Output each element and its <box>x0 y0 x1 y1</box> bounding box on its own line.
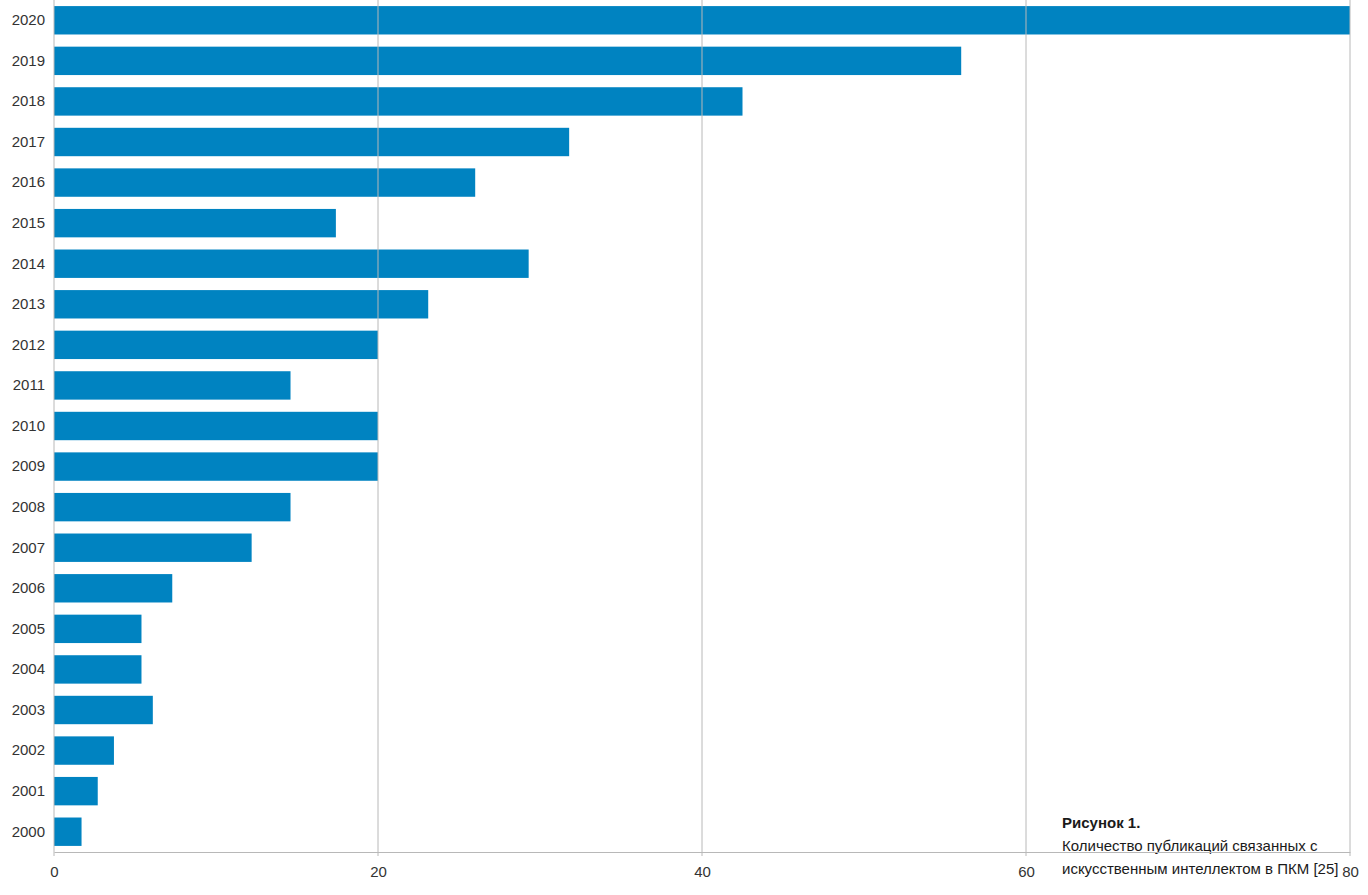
tick: 80 <box>1342 863 1359 880</box>
tick: 2002 <box>12 741 45 758</box>
bar <box>54 615 141 643</box>
bar <box>54 209 336 237</box>
bar <box>54 493 291 521</box>
tick: 2004 <box>12 660 45 677</box>
caption: Рисунок 1. Количество публикаций связанны… <box>1062 814 1338 877</box>
tick: 2010 <box>12 417 45 434</box>
tick: 2007 <box>12 539 45 556</box>
title: Рисунок 1. <box>1062 814 1140 831</box>
tick-label: 0 <box>50 863 58 880</box>
tick-label: 2016 <box>12 173 45 190</box>
tick: 2000 <box>12 823 45 840</box>
grid-line <box>378 0 379 856</box>
tick: 2013 <box>12 295 45 312</box>
tick-label: 80 <box>1342 863 1359 880</box>
tick-label: 2010 <box>12 417 45 434</box>
bar <box>54 290 428 318</box>
grid <box>54 0 1350 856</box>
grid-line <box>702 0 703 856</box>
tick-label: 2018 <box>12 92 45 109</box>
tick-label: 2014 <box>12 255 45 272</box>
bar <box>54 87 743 115</box>
bar <box>54 574 172 602</box>
tick-label: 2009 <box>12 457 45 474</box>
tick-label: 2008 <box>12 498 45 515</box>
tick: 2015 <box>12 214 45 231</box>
y-axis: 2020 2019 2018 2017 2016 2015 2014 2013 2012 2011… <box>12 11 45 839</box>
tick-label: 2012 <box>12 336 45 353</box>
tick-label: 2002 <box>12 741 45 758</box>
grid-line <box>1026 0 1027 856</box>
tick-label: 2006 <box>12 579 45 596</box>
bar <box>54 128 569 156</box>
tick: 2008 <box>12 498 45 515</box>
bar <box>54 534 252 562</box>
grid-line <box>54 0 55 856</box>
tick-label: 2020 <box>12 11 45 28</box>
tick-label: 40 <box>694 863 711 880</box>
tick: 40 <box>694 863 711 880</box>
tick: 2019 <box>12 52 45 69</box>
bar <box>54 168 475 196</box>
bar <box>54 736 114 764</box>
bar <box>54 412 378 440</box>
tick: 2020 <box>12 11 45 28</box>
tick-label: 2017 <box>12 133 45 150</box>
tick-label: 2007 <box>12 539 45 556</box>
tick-label: 2001 <box>12 782 45 799</box>
bar <box>54 47 961 75</box>
axis-line <box>55 852 1351 853</box>
tick-label: 2003 <box>12 701 45 718</box>
tick: 20 <box>370 863 387 880</box>
tick-label: 2011 <box>13 376 45 393</box>
tick: 60 <box>1018 863 1035 880</box>
tick: 2003 <box>12 701 45 718</box>
bar <box>54 371 291 399</box>
bar <box>54 331 378 359</box>
tick: 2001 <box>12 782 45 799</box>
tick: 2009 <box>12 457 45 474</box>
bar <box>54 696 153 724</box>
tick-label: 60 <box>1018 863 1035 880</box>
tick: 2018 <box>12 92 45 109</box>
tick: 2005 <box>12 620 45 637</box>
tick-label: 2000 <box>12 823 45 840</box>
tick: 2011 <box>13 376 45 393</box>
x-axis: 0 20 40 60 80 <box>50 853 1359 880</box>
tick: 2017 <box>12 133 45 150</box>
tick-label: 2013 <box>12 295 45 312</box>
subtitle: Количество публикаций связанных сискусст… <box>1062 837 1338 877</box>
bar <box>54 452 378 480</box>
tick: 2012 <box>12 336 45 353</box>
tick: 2006 <box>12 579 45 596</box>
tick-label: 2005 <box>12 620 45 637</box>
tick-label: 2015 <box>12 214 45 231</box>
tick: 2014 <box>12 255 45 272</box>
tick-label: 2019 <box>12 52 45 69</box>
chart: Рисунок 1. Количество публикаций связанны… <box>0 0 1368 895</box>
tick: 2016 <box>12 173 45 190</box>
bar <box>54 777 98 805</box>
tick-label: 20 <box>370 863 387 880</box>
bar <box>54 250 529 278</box>
tick: 0 <box>50 863 58 880</box>
bar <box>54 655 141 683</box>
bar <box>54 818 82 846</box>
tick-label: 2004 <box>12 660 45 677</box>
grid-line <box>1350 0 1351 856</box>
